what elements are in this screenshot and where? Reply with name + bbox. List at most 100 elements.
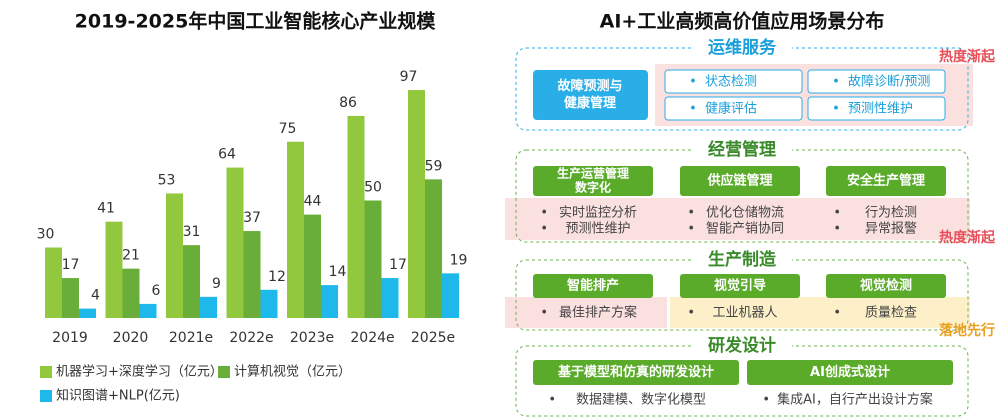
- bullet: •: [540, 206, 548, 221]
- legend-label: 机器学习+深度学习（亿元）: [56, 364, 223, 380]
- bullet: •: [689, 75, 697, 90]
- section-title: 研发设计: [708, 335, 776, 356]
- value-label: 44: [304, 194, 322, 210]
- value-label: 97: [400, 69, 418, 85]
- header-box: [533, 166, 653, 196]
- bullet-text: 集成AI，自行产出设计方案: [777, 392, 933, 408]
- bar: [62, 278, 79, 318]
- value-label: 19: [450, 252, 468, 268]
- bullet: •: [833, 306, 841, 321]
- item-text: 状态检测: [705, 75, 757, 90]
- value-label: 17: [62, 257, 80, 273]
- bullet-text: 异常报警: [865, 221, 917, 237]
- diagram-title: AI+工业高频高价值应用场景分布: [600, 10, 885, 33]
- hub-box: [533, 70, 648, 120]
- item-text: 健康评估: [705, 101, 757, 117]
- bullet-text: 质量检查: [865, 306, 917, 321]
- bar: [243, 231, 261, 318]
- bar: [304, 214, 321, 318]
- x-tick-label: 2025e: [411, 330, 455, 346]
- header-text: 视觉引导: [714, 278, 766, 294]
- bullet-text: 数据建模、数字化模型: [576, 393, 706, 408]
- bullet: •: [833, 222, 841, 237]
- value-label: 53: [158, 172, 176, 188]
- value-label: 41: [97, 201, 115, 217]
- x-tick-label: 2020: [113, 330, 149, 346]
- value-label: 17: [389, 257, 407, 273]
- bar: [166, 193, 183, 318]
- legend-label: 知识图谱+NLP(亿元): [56, 388, 180, 404]
- bar: [45, 247, 62, 318]
- header-text: 视觉检测: [860, 278, 912, 294]
- value-label: 86: [339, 95, 357, 111]
- x-tick-label: 2024e: [350, 330, 394, 346]
- bar: [122, 268, 140, 318]
- section-title: 经营管理: [708, 139, 776, 160]
- bar: [442, 273, 459, 318]
- hub-text: 健康管理: [564, 95, 616, 111]
- bullet: •: [687, 222, 695, 237]
- x-tick-label: 2021e: [169, 330, 213, 346]
- bar: [79, 308, 96, 318]
- header-box: [680, 166, 800, 196]
- bar: [287, 141, 304, 318]
- bullet-text: 实时监控分析: [559, 206, 637, 221]
- value-label: 64: [218, 147, 236, 163]
- bar: [347, 115, 365, 319]
- hub-text: 故障预测与: [557, 78, 622, 94]
- header-text: 供应链管理: [706, 173, 772, 189]
- value-label: 75: [279, 121, 297, 137]
- band: [505, 297, 667, 328]
- bullet-text: 预测性维护: [565, 222, 630, 237]
- bar: [425, 179, 442, 318]
- bullet: •: [548, 393, 556, 408]
- bullet: •: [832, 102, 840, 117]
- item-box: [807, 96, 946, 121]
- item-text: 预测性维护: [848, 102, 913, 117]
- x-tick-label: 2019: [52, 330, 88, 346]
- header-text: 数字化: [575, 180, 611, 195]
- value-label: 12: [268, 269, 286, 285]
- bullet: •: [832, 75, 840, 90]
- value-label: 14: [329, 264, 347, 280]
- bullet-text: 智能产销协同: [706, 222, 784, 237]
- bullet: •: [540, 222, 548, 237]
- header-text: 智能排产: [567, 278, 619, 294]
- item-box: [664, 96, 803, 121]
- bar: [105, 221, 123, 318]
- bar: [260, 289, 278, 318]
- header-box: [826, 274, 946, 298]
- section-title: 生产制造: [708, 249, 777, 270]
- value-label: 37: [243, 210, 261, 226]
- value-label: 4: [91, 288, 100, 304]
- section-title-bg: [692, 250, 792, 270]
- chart-title: 2019-2025年中国工业智能核心产业规模: [75, 10, 437, 33]
- bullet: •: [689, 102, 697, 117]
- item-box: [664, 69, 803, 94]
- section-tag: 热度渐起: [939, 229, 996, 246]
- header-box: [747, 360, 953, 385]
- bar: [200, 296, 217, 318]
- bullet-text: 行为检测: [865, 206, 917, 221]
- header-text: AI创成式设计: [810, 364, 890, 380]
- bar: [408, 90, 425, 318]
- value-label: 9: [212, 276, 221, 292]
- value-label: 30: [37, 227, 55, 243]
- section-tag: 落地先行: [939, 322, 995, 339]
- bullet: •: [687, 206, 695, 221]
- header-text: 生产运营管理: [557, 166, 629, 181]
- value-label: 31: [183, 224, 201, 240]
- header-box: [680, 274, 800, 298]
- bullet: •: [687, 306, 695, 321]
- section-title-bg: [692, 336, 792, 356]
- header-text: 基于模型和仿真的研发设计: [557, 364, 714, 380]
- bar: [364, 200, 382, 318]
- band: [670, 297, 970, 328]
- bar: [139, 303, 157, 318]
- band: [505, 198, 970, 240]
- section-title-bg: [692, 38, 792, 58]
- header-box: [826, 166, 946, 196]
- bullet: •: [833, 206, 841, 221]
- header-box: [533, 274, 653, 298]
